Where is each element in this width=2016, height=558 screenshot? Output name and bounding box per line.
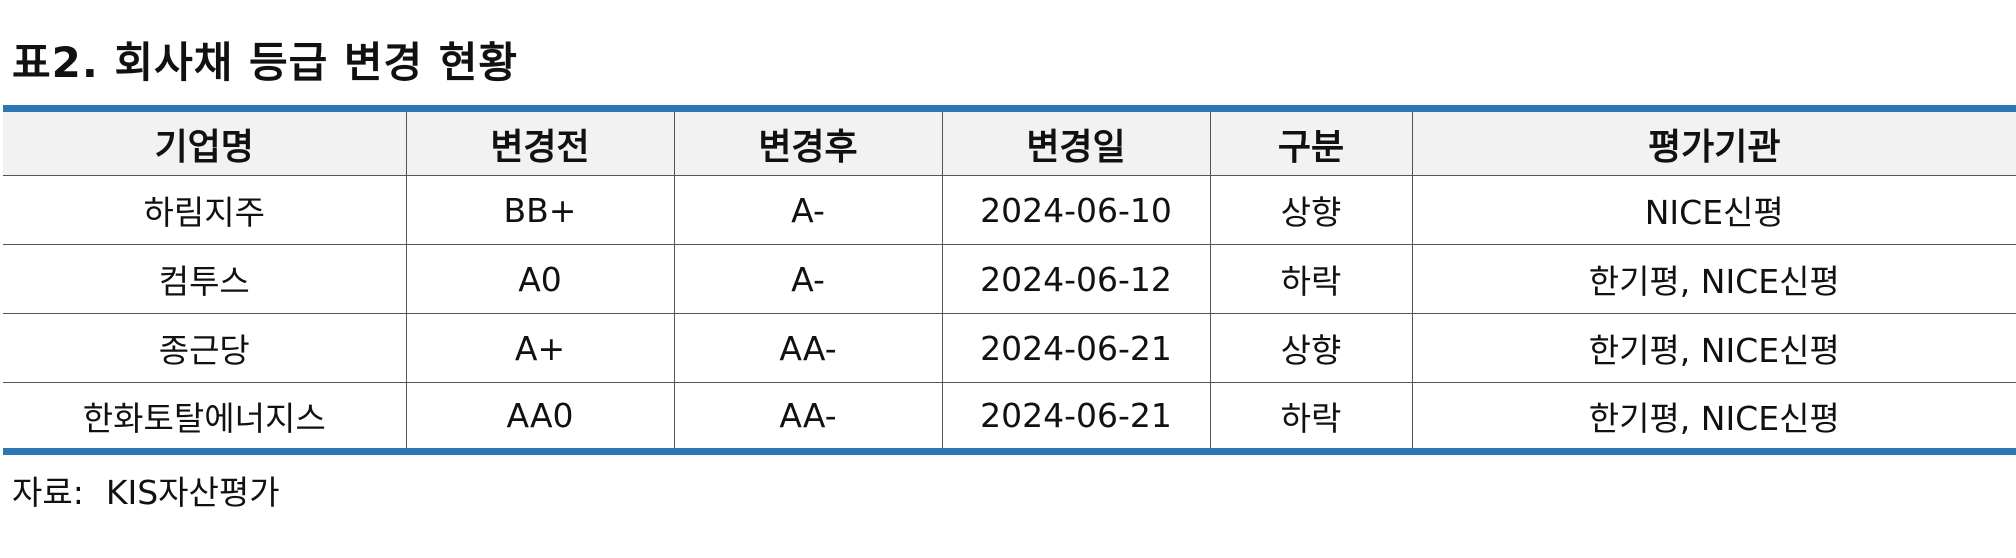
cell-date: 2024-06-21	[941, 382, 1210, 455]
table-row: 하림지주 BB+ A- 2024-06-10 상향 NICE신평	[3, 175, 2016, 245]
cell-date: 2024-06-12	[941, 244, 1210, 314]
cell-company: 종근당	[3, 313, 406, 383]
table-header-row: 기업명 변경전 변경후 변경일 구분 평가기관	[3, 105, 2016, 176]
cell-after: AA-	[673, 313, 942, 383]
cell-type: 상향	[1209, 175, 1412, 245]
header-date: 변경일	[941, 105, 1210, 176]
cell-agency: 한기평, NICE신평	[1411, 313, 2016, 383]
header-before: 변경전	[405, 105, 674, 176]
header-after: 변경후	[673, 105, 942, 176]
cell-agency: NICE신평	[1411, 175, 2016, 245]
source-note: 자료: KIS자산평가	[12, 466, 280, 514]
cell-before: A+	[405, 313, 674, 383]
cell-agency: 한기평, NICE신평	[1411, 244, 2016, 314]
cell-after: A-	[673, 244, 942, 314]
header-company: 기업명	[3, 105, 406, 176]
cell-before: BB+	[405, 175, 674, 245]
cell-company: 한화토탈에너지스	[3, 382, 406, 455]
cell-before: AA0	[405, 382, 674, 455]
cell-after: A-	[673, 175, 942, 245]
cell-company: 컴투스	[3, 244, 406, 314]
cell-after: AA-	[673, 382, 942, 455]
rating-change-table-container: 기업명 변경전 변경후 변경일 구분 평가기관 하림지주 BB+ A- 2024…	[3, 105, 2016, 455]
cell-company: 하림지주	[3, 175, 406, 245]
table-row: 컴투스 A0 A- 2024-06-12 하락 한기평, NICE신평	[3, 244, 2016, 314]
cell-type: 상향	[1209, 313, 1412, 383]
table-row: 종근당 A+ AA- 2024-06-21 상향 한기평, NICE신평	[3, 313, 2016, 383]
cell-agency: 한기평, NICE신평	[1411, 382, 2016, 455]
cell-type: 하락	[1209, 382, 1412, 455]
rating-change-table: 기업명 변경전 변경후 변경일 구분 평가기관 하림지주 BB+ A- 2024…	[3, 105, 2016, 455]
cell-before: A0	[405, 244, 674, 314]
source-value: KIS자산평가	[105, 473, 280, 512]
cell-date: 2024-06-10	[941, 175, 1210, 245]
cell-type: 하락	[1209, 244, 1412, 314]
source-label: 자료:	[12, 473, 84, 512]
table-title: 표2. 회사채 등급 변경 현황	[12, 38, 519, 87]
cell-date: 2024-06-21	[941, 313, 1210, 383]
table-row: 한화토탈에너지스 AA0 AA- 2024-06-21 하락 한기평, NICE…	[3, 382, 2016, 455]
header-agency: 평가기관	[1411, 105, 2016, 176]
header-type: 구분	[1209, 105, 1412, 176]
